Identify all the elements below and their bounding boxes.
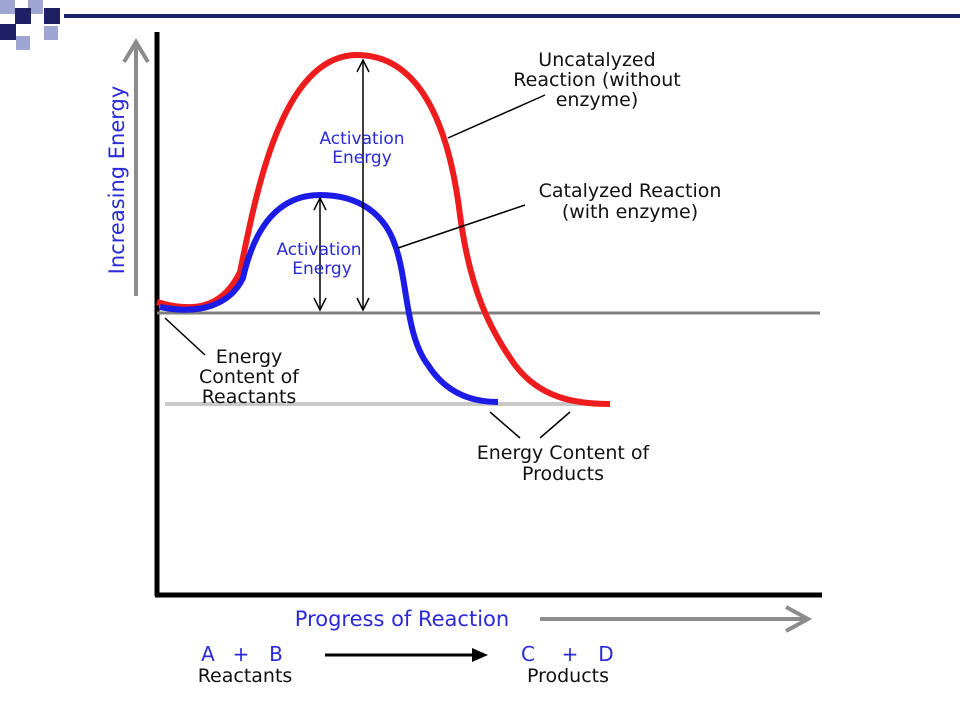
equation-plus-1: + xyxy=(233,642,250,666)
x-axis-label: Progress of Reaction xyxy=(295,607,509,631)
equation-arrow xyxy=(325,648,488,662)
y-axis-arrow xyxy=(122,38,150,296)
deco-square xyxy=(0,24,16,40)
deco-square xyxy=(44,26,58,40)
products-label: Products xyxy=(527,665,609,687)
y-axis-label: Increasing Energy xyxy=(105,86,129,275)
reactants-energy-label-line1: Energy xyxy=(216,346,283,368)
uncatalyzed-label-line3: enzyme) xyxy=(556,89,639,111)
deco-square xyxy=(15,8,31,24)
product-d: D xyxy=(598,642,613,666)
activation-arrow-catalyzed xyxy=(313,196,327,312)
reactants-energy-label-line2: Content of xyxy=(199,366,300,388)
uncatalyzed-leader xyxy=(447,94,546,139)
deco-square xyxy=(44,8,60,24)
uncatalyzed-label-line2: Reaction (without xyxy=(513,69,680,91)
activation-cat-label-line2: Energy xyxy=(292,259,352,279)
reactant-b: B xyxy=(269,642,283,666)
slide-decoration xyxy=(0,0,960,50)
activation-uncat-label-line1: Activation xyxy=(319,129,404,149)
reactants-label: Reactants xyxy=(198,665,293,687)
catalyzed-leader xyxy=(397,204,526,249)
deco-square xyxy=(16,36,30,50)
products-leader xyxy=(489,411,521,439)
product-c: C xyxy=(521,642,535,666)
activation-cat-label-line1: Activation xyxy=(276,240,361,260)
deco-line xyxy=(64,14,960,18)
deco-square xyxy=(0,0,15,14)
products-leader xyxy=(539,411,571,439)
uncatalyzed-label-line1: Uncatalyzed xyxy=(538,49,655,71)
deco-square xyxy=(28,0,43,14)
products-energy-label-line2: Products xyxy=(522,463,604,485)
products-energy-label-line1: Energy Content of xyxy=(477,442,651,464)
equation-plus-2: + xyxy=(562,642,579,666)
catalyzed-label-line1: Catalyzed Reaction xyxy=(539,180,722,202)
x-axis-arrow xyxy=(540,605,813,633)
activation-uncat-label-line2: Energy xyxy=(332,148,392,168)
reactants-leader xyxy=(164,317,206,356)
uncatalyzed-curve xyxy=(156,51,611,407)
reactants-energy-label-line3: Reactants xyxy=(202,386,297,408)
catalyzed-label-line2: (with enzyme) xyxy=(562,201,698,223)
reactant-a: A xyxy=(201,642,215,666)
activation-arrow-uncatalyzed xyxy=(356,58,370,312)
catalyzed-curve xyxy=(159,191,499,405)
